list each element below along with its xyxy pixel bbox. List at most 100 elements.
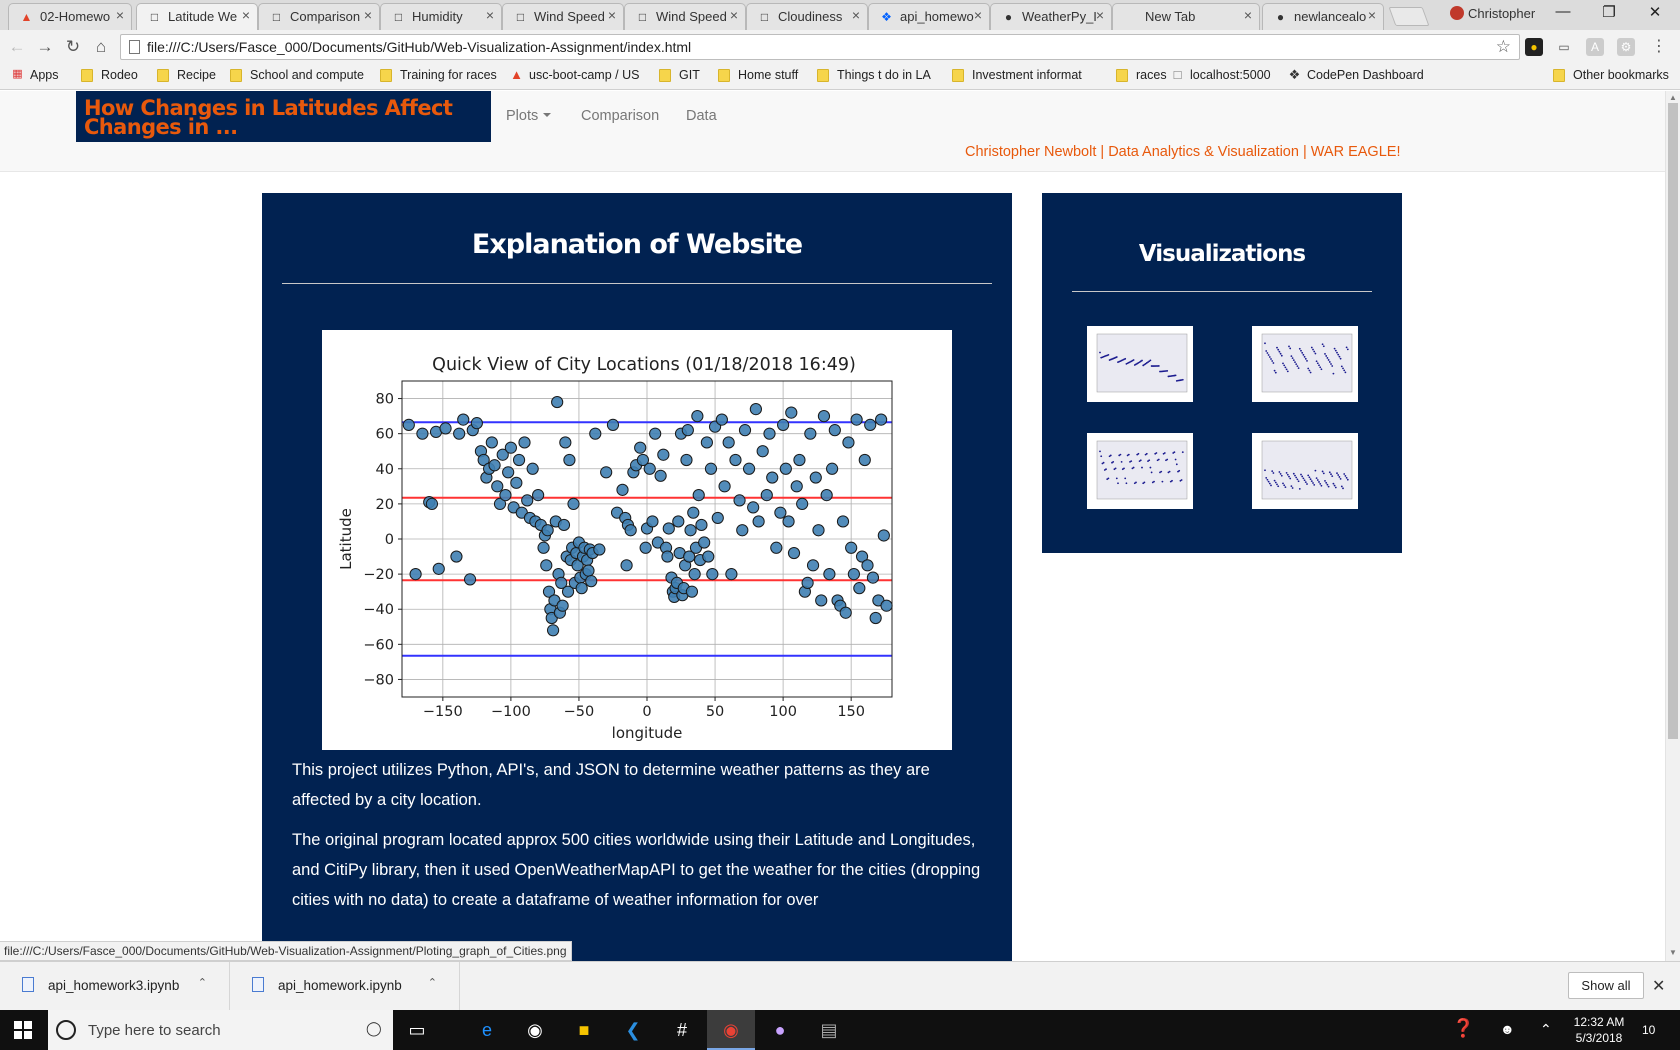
back-icon[interactable]: ← (8, 37, 26, 56)
restore-icon[interactable]: ❐ (1602, 4, 1616, 21)
tab-4[interactable]: □ Wind Speed × (502, 3, 624, 30)
edge-icon[interactable]: e (481, 1020, 492, 1040)
tab-7[interactable]: ❖ api_homewo × (868, 3, 990, 30)
nav-plots-dropdown[interactable]: Plots (506, 108, 552, 124)
windows-start-icon[interactable] (14, 1021, 32, 1039)
bookmark-folder[interactable]: Training for races (380, 68, 497, 82)
thumbnail-point (1114, 467, 1117, 470)
site-brand[interactable]: How Changes in Latitudes Affect Changes … (76, 91, 491, 142)
close-icon[interactable]: × (1367, 7, 1376, 23)
slack-icon[interactable]: # (676, 1020, 687, 1040)
bookmark-folder[interactable]: Other bookmarks (1553, 68, 1669, 82)
page-info-icon[interactable] (129, 40, 140, 54)
bookmark-folder[interactable]: Home stuff (718, 68, 798, 82)
notification-count[interactable]: 10 (1642, 1023, 1656, 1037)
task-view-icon[interactable]: ▭ (408, 1020, 426, 1040)
page-icon: □ (272, 10, 281, 24)
vscode-icon[interactable]: ❮ (625, 1020, 641, 1040)
nav-comparison[interactable]: Comparison (581, 108, 660, 124)
bookmark-folder[interactable]: Recipe (157, 68, 216, 82)
bookmark-folder[interactable]: Things t do in LA (817, 68, 931, 82)
help-icon[interactable]: ❓ (1452, 1018, 1475, 1038)
bookmark-link[interactable]: ❖ CodePen Dashboard (1287, 67, 1424, 82)
address-bar[interactable]: file:///C:/Users/Fasce_000/Documents/Git… (120, 34, 1520, 60)
tab-10[interactable]: ● newlancealo × (1262, 3, 1384, 30)
tab-9[interactable]: New Tab × (1112, 3, 1260, 30)
minimize-icon[interactable]: — (1555, 3, 1571, 20)
data-point (450, 550, 463, 563)
gitlab-icon: ▲ (20, 10, 33, 24)
tab-0[interactable]: ▲ 02-Homewo × (8, 3, 132, 30)
tab-2[interactable]: □ Comparison × (258, 3, 380, 30)
microphone-icon[interactable]: ◯ (366, 1020, 382, 1036)
app-icon[interactable]: ● (774, 1020, 786, 1040)
close-icon[interactable]: ✕ (1652, 978, 1666, 995)
data-point (563, 453, 576, 467)
close-icon[interactable]: × (241, 7, 250, 23)
scroll-up-icon[interactable]: ▲ (1669, 93, 1677, 102)
pdf-extension-icon[interactable]: A (1586, 38, 1604, 56)
taskbar-search[interactable]: Type here to search ◯ (48, 1010, 393, 1050)
cast-icon[interactable]: ▭ (1558, 40, 1570, 54)
profile-button[interactable]: Christopher (1450, 6, 1535, 21)
bookmark-label: CodePen Dashboard (1307, 68, 1424, 82)
thumbnail-point (1099, 450, 1101, 453)
tab-8[interactable]: ● WeatherPy_I × (990, 3, 1112, 30)
tab-5[interactable]: □ Wind Speed × (624, 3, 746, 30)
hp-icon[interactable]: ◉ (527, 1020, 543, 1040)
thumbnail-cloudiness-plot[interactable] (1087, 433, 1193, 509)
thumbnail-temperature-plot[interactable] (1087, 326, 1193, 402)
thumbnail-point (1330, 473, 1332, 476)
home-icon[interactable]: ⌂ (95, 37, 107, 56)
bookmark-folder[interactable]: Rodeo (81, 68, 138, 82)
bookmark-apps[interactable]: ▦ Apps (10, 68, 58, 82)
forward-icon[interactable]: → (36, 37, 54, 56)
bookmark-folder[interactable]: GIT (659, 68, 700, 82)
download-item[interactable]: api_homework.ipynb ⌃ (230, 962, 460, 1011)
city-locations-chart-image[interactable]: Quick View of City Locations (01/18/2018… (322, 330, 952, 750)
close-icon[interactable]: × (363, 7, 372, 23)
new-tab-button[interactable] (1388, 7, 1430, 26)
bookmark-folder[interactable]: School and compute (230, 68, 364, 82)
bookmark-link[interactable]: □ localhost:5000 (1170, 67, 1271, 82)
bookmark-star-icon[interactable]: ☆ (1495, 37, 1511, 56)
tab-6[interactable]: □ Cloudiness × (746, 3, 868, 30)
close-icon[interactable]: × (973, 7, 982, 23)
menu-icon[interactable]: ⋮ (1651, 38, 1667, 55)
thumbnail-point (1285, 471, 1288, 474)
chevron-up-icon[interactable]: ⌃ (1540, 1021, 1552, 1037)
reload-icon[interactable]: ↻ (65, 37, 81, 56)
close-icon[interactable]: × (1243, 7, 1252, 23)
close-icon[interactable]: × (607, 7, 616, 23)
close-icon[interactable]: × (1095, 7, 1104, 23)
show-all-button[interactable]: Show all (1568, 972, 1644, 999)
tab-1[interactable]: □ Latitude We × (136, 3, 258, 30)
close-icon[interactable]: × (729, 7, 738, 23)
chrome-icon[interactable]: ◉ (707, 1010, 755, 1050)
terminal-icon[interactable]: ▤ (820, 1020, 838, 1040)
file-explorer-icon[interactable]: ■ (578, 1020, 590, 1040)
scroll-thumb[interactable] (1668, 103, 1678, 739)
close-icon[interactable]: × (115, 7, 124, 23)
page-scrollbar[interactable]: ▲ ▼ (1665, 91, 1680, 961)
extension-icon[interactable]: ⚙ (1617, 38, 1635, 56)
scroll-down-icon[interactable]: ▼ (1669, 948, 1677, 957)
close-icon[interactable]: × (851, 7, 860, 23)
bookmark-link[interactable]: ▲ usc-boot-camp / US (509, 67, 639, 82)
taskbar-clock[interactable]: 12:32 AM 5/3/2018 (1564, 1014, 1634, 1046)
bookmark-folder[interactable]: Investment informat (952, 68, 1082, 82)
people-icon[interactable]: ☻ (1500, 1021, 1515, 1037)
thumbnail-wind-speed-plot[interactable] (1252, 433, 1358, 509)
bookmark-folder[interactable]: races (1116, 68, 1167, 82)
close-window-icon[interactable]: ✕ (1648, 4, 1662, 21)
download-item[interactable]: api_homework3.ipynb ⌃ (0, 962, 230, 1011)
chevron-up-icon[interactable]: ⌃ (197, 977, 207, 989)
chevron-up-icon[interactable]: ⌃ (427, 977, 437, 989)
close-icon[interactable]: × (485, 7, 494, 23)
thumbnail-point (1289, 347, 1292, 350)
nav-data[interactable]: Data (686, 108, 717, 124)
tab-3[interactable]: □ Humidity × (380, 3, 502, 30)
thumbnail-humidity-plot[interactable] (1252, 326, 1358, 402)
extension-icon[interactable]: ● (1525, 38, 1543, 56)
thumbnail-point (1174, 374, 1177, 377)
